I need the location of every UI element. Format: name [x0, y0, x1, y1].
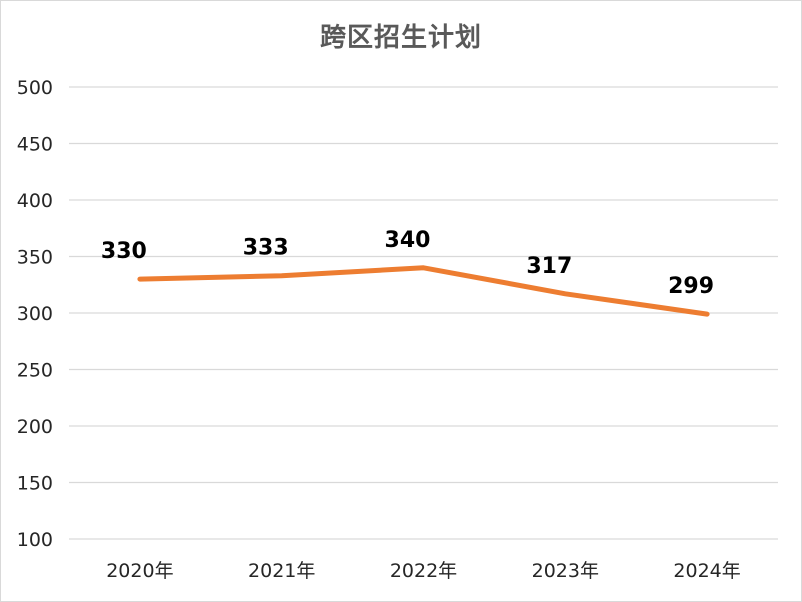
y-tick-label: 450 — [17, 134, 53, 156]
x-tick-label: 2022年 — [390, 560, 457, 582]
y-tick-label: 250 — [17, 360, 53, 382]
y-tick-label: 350 — [17, 247, 53, 269]
y-tick-label: 100 — [17, 529, 53, 551]
data-label: 317 — [526, 254, 572, 279]
y-axis-ticks: 100 150 200 250 300 350 400 450 500 — [17, 77, 53, 551]
series-line — [137, 265, 710, 317]
data-label: 340 — [385, 228, 431, 253]
series-layer — [137, 265, 710, 317]
data-label: 333 — [243, 236, 289, 261]
data-label: 330 — [101, 239, 147, 264]
gridlines — [69, 86, 778, 540]
x-tick-label: 2020年 — [106, 560, 173, 582]
data-label: 299 — [668, 274, 714, 299]
y-tick-label: 200 — [17, 416, 53, 438]
x-axis-ticks: 2020年 2021年 2022年 2023年 2024年 — [106, 560, 741, 582]
y-tick-label: 500 — [17, 77, 53, 99]
x-tick-label: 2023年 — [532, 560, 599, 582]
y-tick-label: 150 — [17, 473, 53, 495]
x-tick-label: 2021年 — [248, 560, 315, 582]
y-tick-label: 300 — [17, 303, 53, 325]
chart-title: 跨区招生计划 — [319, 23, 482, 53]
data-labels: 330 333 340 317 299 — [101, 228, 714, 299]
y-tick-label: 400 — [17, 190, 53, 212]
x-tick-label: 2024年 — [673, 560, 740, 582]
